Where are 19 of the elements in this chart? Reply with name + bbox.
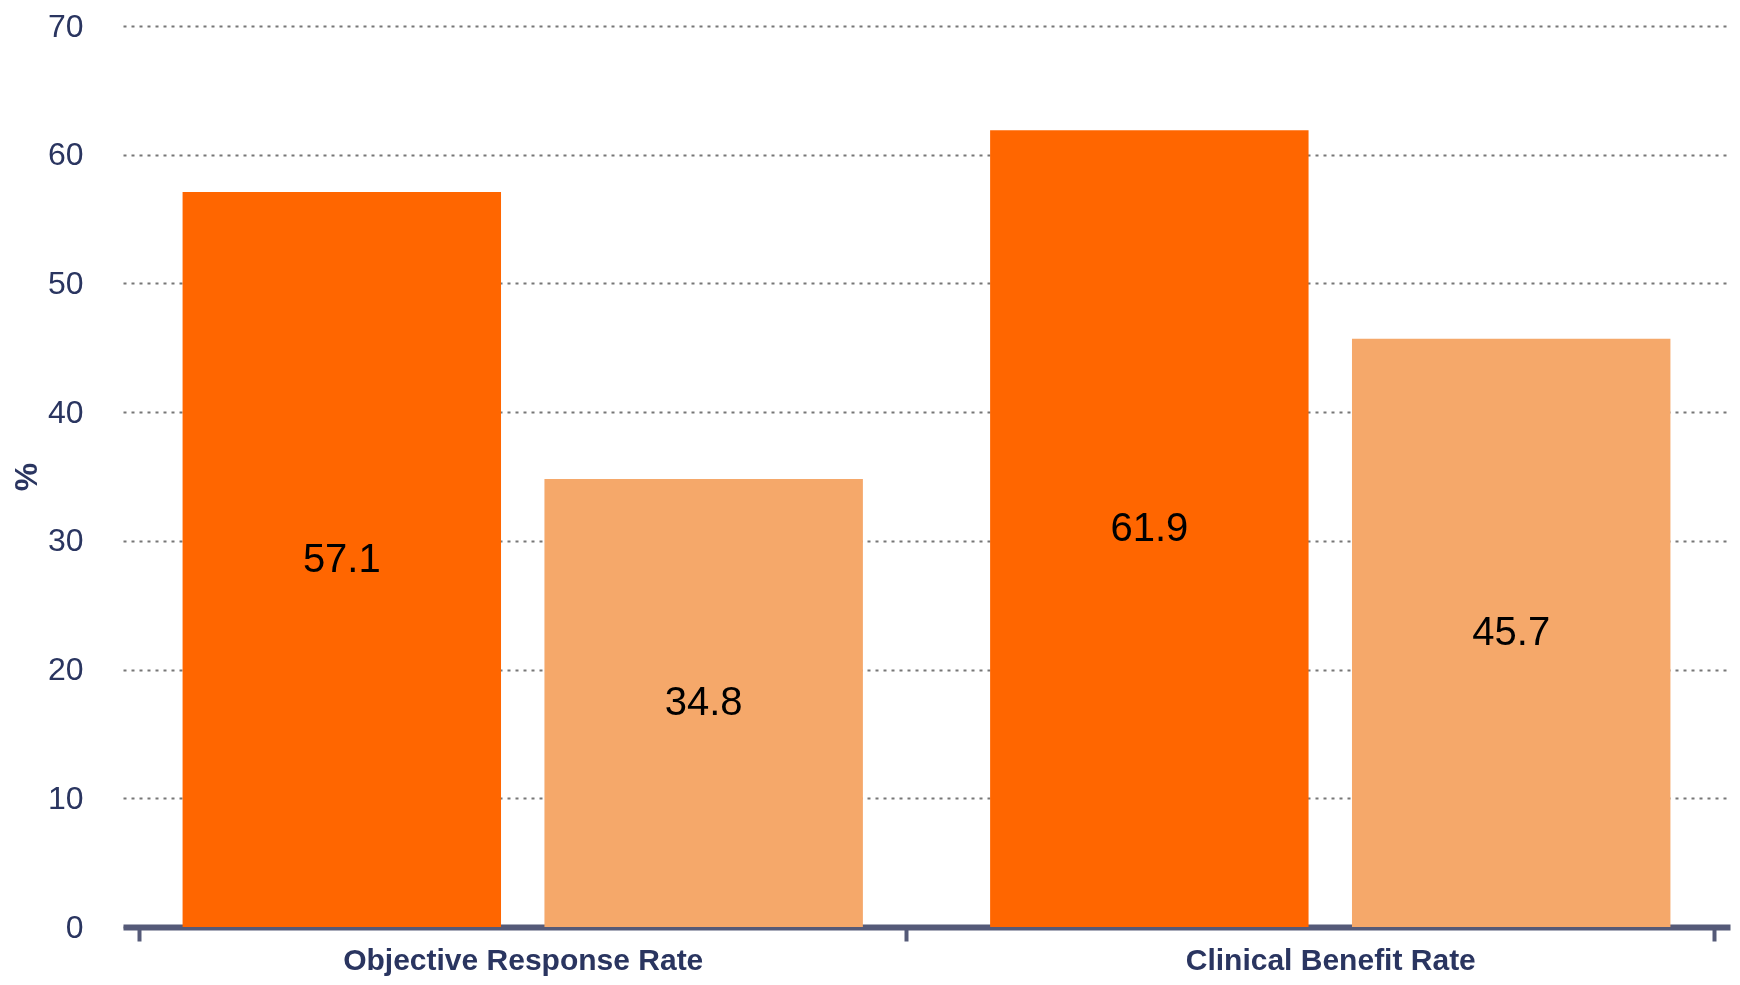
x-tick-label: Clinical Benefit Rate [1185, 942, 1476, 976]
bar [544, 479, 863, 927]
y-tick-label: 10 [47, 779, 84, 816]
y-tick-label: 40 [47, 393, 84, 430]
bar [990, 130, 1309, 927]
bar [1351, 338, 1671, 927]
x-tick-label: Objective Response Rate [343, 942, 704, 976]
y-tick-label: 20 [47, 651, 84, 688]
bar [182, 192, 502, 927]
y-tick-label: 60 [47, 136, 84, 173]
data-label: 45.7 [1472, 608, 1551, 653]
y-tick-label: 0 [65, 908, 84, 945]
y-tick-label: 50 [47, 264, 84, 301]
y-tick-label: 30 [47, 522, 84, 559]
data-label: 61.9 [1110, 504, 1189, 549]
data-label: 57.1 [302, 535, 381, 580]
y-axis-title: % [7, 462, 44, 492]
data-label: 34.8 [664, 679, 743, 724]
y-tick-label: 70 [47, 7, 84, 44]
